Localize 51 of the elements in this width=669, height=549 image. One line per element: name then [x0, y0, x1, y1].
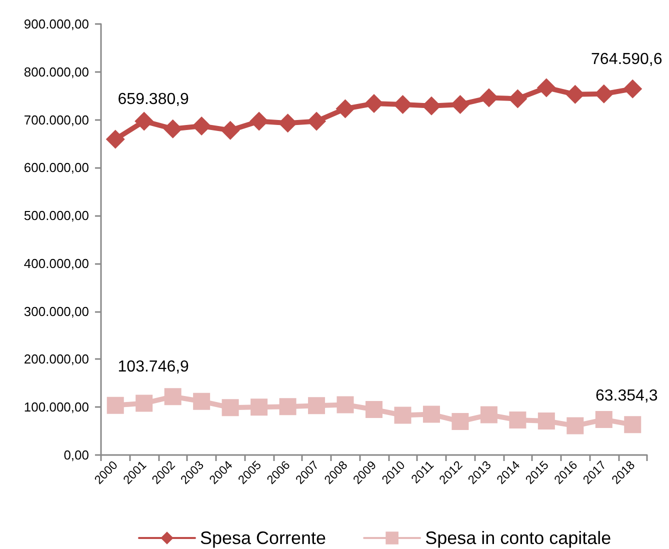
point — [623, 79, 642, 98]
data-label: 103.746,9 — [118, 358, 190, 376]
point — [508, 89, 528, 108]
y-tick-label: 400.000,00 — [24, 256, 89, 271]
point — [450, 94, 470, 114]
point — [136, 394, 153, 412]
point — [479, 88, 498, 108]
point — [336, 396, 354, 414]
point — [536, 78, 556, 98]
point — [452, 412, 469, 430]
point — [624, 416, 642, 434]
point — [250, 112, 269, 131]
point — [308, 397, 326, 414]
point — [394, 406, 412, 424]
point — [250, 398, 268, 416]
point — [480, 406, 498, 424]
y-tick-label: 500.000,00 — [24, 208, 89, 224]
point — [222, 399, 239, 416]
point — [366, 401, 382, 418]
point — [220, 120, 240, 140]
y-tick-label: 100.000,00 — [24, 400, 89, 415]
point — [307, 112, 326, 131]
y-tick-label: 800.000,00 — [24, 64, 89, 80]
y-tick-label: 700.000,00 — [24, 112, 89, 128]
point — [192, 116, 212, 136]
point — [509, 412, 526, 429]
point — [566, 417, 584, 434]
data-label: 764.590,6 — [591, 50, 662, 68]
point — [595, 411, 612, 428]
y-tick-label: 200.000,00 — [24, 352, 89, 367]
y-tick-label: 300.000,00 — [24, 304, 89, 319]
y-tick-label: 900.000,00 — [24, 16, 89, 32]
data-label: 659.380,9 — [118, 91, 190, 108]
point — [336, 99, 355, 118]
point — [422, 406, 440, 423]
data-label: 63.354,3 — [595, 388, 658, 405]
point — [364, 94, 384, 113]
point — [164, 388, 182, 406]
point — [193, 392, 210, 410]
legend-label: Spesa in conto capitale — [425, 528, 612, 548]
legend-label: Spesa Corrente — [200, 528, 326, 548]
point — [106, 396, 124, 414]
point — [106, 130, 125, 149]
point — [538, 412, 555, 430]
point — [163, 119, 182, 138]
point — [134, 112, 154, 131]
point — [278, 114, 298, 133]
y-tick-label: 600.000,00 — [24, 160, 89, 176]
point — [279, 398, 296, 416]
point — [393, 94, 412, 114]
y-tick-label: 0,00 — [64, 448, 89, 462]
